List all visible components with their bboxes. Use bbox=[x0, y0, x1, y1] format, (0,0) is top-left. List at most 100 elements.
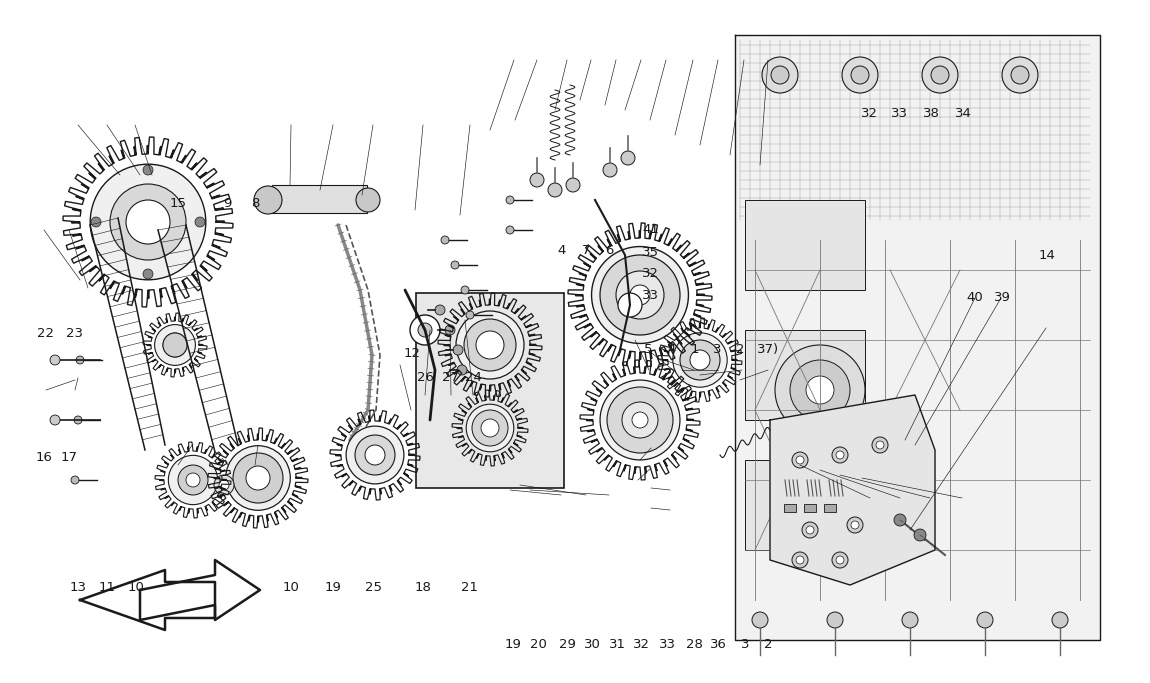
Text: 27: 27 bbox=[443, 370, 459, 384]
Text: 33: 33 bbox=[659, 638, 675, 652]
Text: 5: 5 bbox=[644, 343, 653, 357]
Circle shape bbox=[178, 466, 207, 494]
Text: 7: 7 bbox=[582, 244, 591, 257]
Circle shape bbox=[466, 311, 474, 319]
Circle shape bbox=[1052, 612, 1068, 628]
Text: 30: 30 bbox=[584, 638, 600, 652]
Circle shape bbox=[802, 522, 818, 538]
Circle shape bbox=[90, 164, 206, 280]
Polygon shape bbox=[81, 570, 215, 630]
Text: 39: 39 bbox=[995, 291, 1011, 305]
Circle shape bbox=[836, 556, 844, 564]
Text: 18: 18 bbox=[415, 581, 431, 594]
Circle shape bbox=[827, 612, 843, 628]
Circle shape bbox=[680, 340, 720, 380]
Text: 21: 21 bbox=[461, 581, 477, 594]
Text: 41: 41 bbox=[643, 223, 659, 236]
Circle shape bbox=[622, 402, 658, 438]
Circle shape bbox=[831, 552, 848, 568]
Circle shape bbox=[163, 333, 187, 357]
Circle shape bbox=[233, 453, 283, 503]
Circle shape bbox=[848, 517, 862, 533]
Circle shape bbox=[506, 196, 514, 204]
Circle shape bbox=[143, 269, 153, 279]
Ellipse shape bbox=[278, 189, 294, 211]
Circle shape bbox=[168, 456, 217, 505]
Text: 19: 19 bbox=[325, 581, 342, 594]
Circle shape bbox=[476, 331, 504, 359]
Text: 17: 17 bbox=[61, 451, 77, 464]
Bar bbox=[804, 504, 816, 512]
Polygon shape bbox=[140, 560, 260, 620]
Circle shape bbox=[616, 271, 664, 319]
Text: 9: 9 bbox=[223, 197, 232, 210]
Circle shape bbox=[355, 435, 394, 475]
Circle shape bbox=[481, 419, 499, 437]
Circle shape bbox=[530, 173, 544, 187]
Circle shape bbox=[775, 345, 865, 435]
Text: 20: 20 bbox=[530, 638, 546, 652]
Text: 36: 36 bbox=[711, 638, 727, 652]
Circle shape bbox=[792, 452, 808, 468]
Circle shape bbox=[225, 446, 290, 510]
Circle shape bbox=[457, 365, 467, 375]
Circle shape bbox=[851, 66, 869, 84]
Text: 33: 33 bbox=[643, 288, 659, 302]
Circle shape bbox=[358, 438, 392, 472]
Circle shape bbox=[49, 415, 60, 425]
Circle shape bbox=[476, 414, 504, 442]
Bar bbox=[745, 200, 865, 290]
Circle shape bbox=[466, 404, 514, 451]
Circle shape bbox=[621, 151, 635, 165]
Circle shape bbox=[356, 188, 380, 212]
Circle shape bbox=[365, 445, 385, 465]
Circle shape bbox=[445, 325, 455, 335]
Circle shape bbox=[472, 410, 508, 446]
Circle shape bbox=[600, 255, 680, 335]
Circle shape bbox=[790, 360, 850, 420]
Text: 4: 4 bbox=[667, 343, 676, 357]
Text: 25: 25 bbox=[366, 581, 382, 594]
Circle shape bbox=[566, 178, 580, 192]
Circle shape bbox=[126, 200, 170, 244]
Circle shape bbox=[440, 236, 448, 244]
Bar bbox=[745, 460, 865, 550]
Circle shape bbox=[673, 333, 727, 387]
Bar bbox=[416, 293, 564, 488]
Circle shape bbox=[932, 66, 949, 84]
Circle shape bbox=[411, 315, 440, 345]
Text: 37): 37) bbox=[757, 343, 780, 357]
Polygon shape bbox=[770, 395, 935, 585]
Circle shape bbox=[752, 612, 768, 628]
Circle shape bbox=[346, 426, 404, 484]
Circle shape bbox=[762, 57, 798, 93]
Polygon shape bbox=[735, 35, 1101, 640]
Circle shape bbox=[872, 437, 888, 453]
Circle shape bbox=[461, 286, 469, 294]
Circle shape bbox=[796, 456, 804, 464]
Circle shape bbox=[690, 350, 710, 370]
Circle shape bbox=[417, 323, 432, 337]
Circle shape bbox=[770, 66, 789, 84]
Circle shape bbox=[914, 529, 926, 541]
Circle shape bbox=[74, 416, 82, 424]
Circle shape bbox=[978, 612, 992, 628]
Circle shape bbox=[792, 552, 808, 568]
Text: 2: 2 bbox=[764, 638, 773, 652]
Circle shape bbox=[154, 324, 196, 365]
Circle shape bbox=[218, 480, 229, 490]
Text: 35: 35 bbox=[643, 246, 659, 260]
Circle shape bbox=[806, 376, 834, 404]
Circle shape bbox=[453, 345, 463, 355]
Circle shape bbox=[618, 293, 642, 317]
Circle shape bbox=[110, 184, 186, 260]
Circle shape bbox=[506, 226, 514, 234]
Text: 19: 19 bbox=[505, 638, 521, 652]
Text: 32: 32 bbox=[861, 107, 877, 120]
Circle shape bbox=[214, 475, 233, 495]
Circle shape bbox=[922, 57, 958, 93]
Text: 13: 13 bbox=[70, 581, 86, 594]
Circle shape bbox=[239, 459, 277, 497]
Circle shape bbox=[902, 612, 918, 628]
Ellipse shape bbox=[302, 189, 319, 211]
